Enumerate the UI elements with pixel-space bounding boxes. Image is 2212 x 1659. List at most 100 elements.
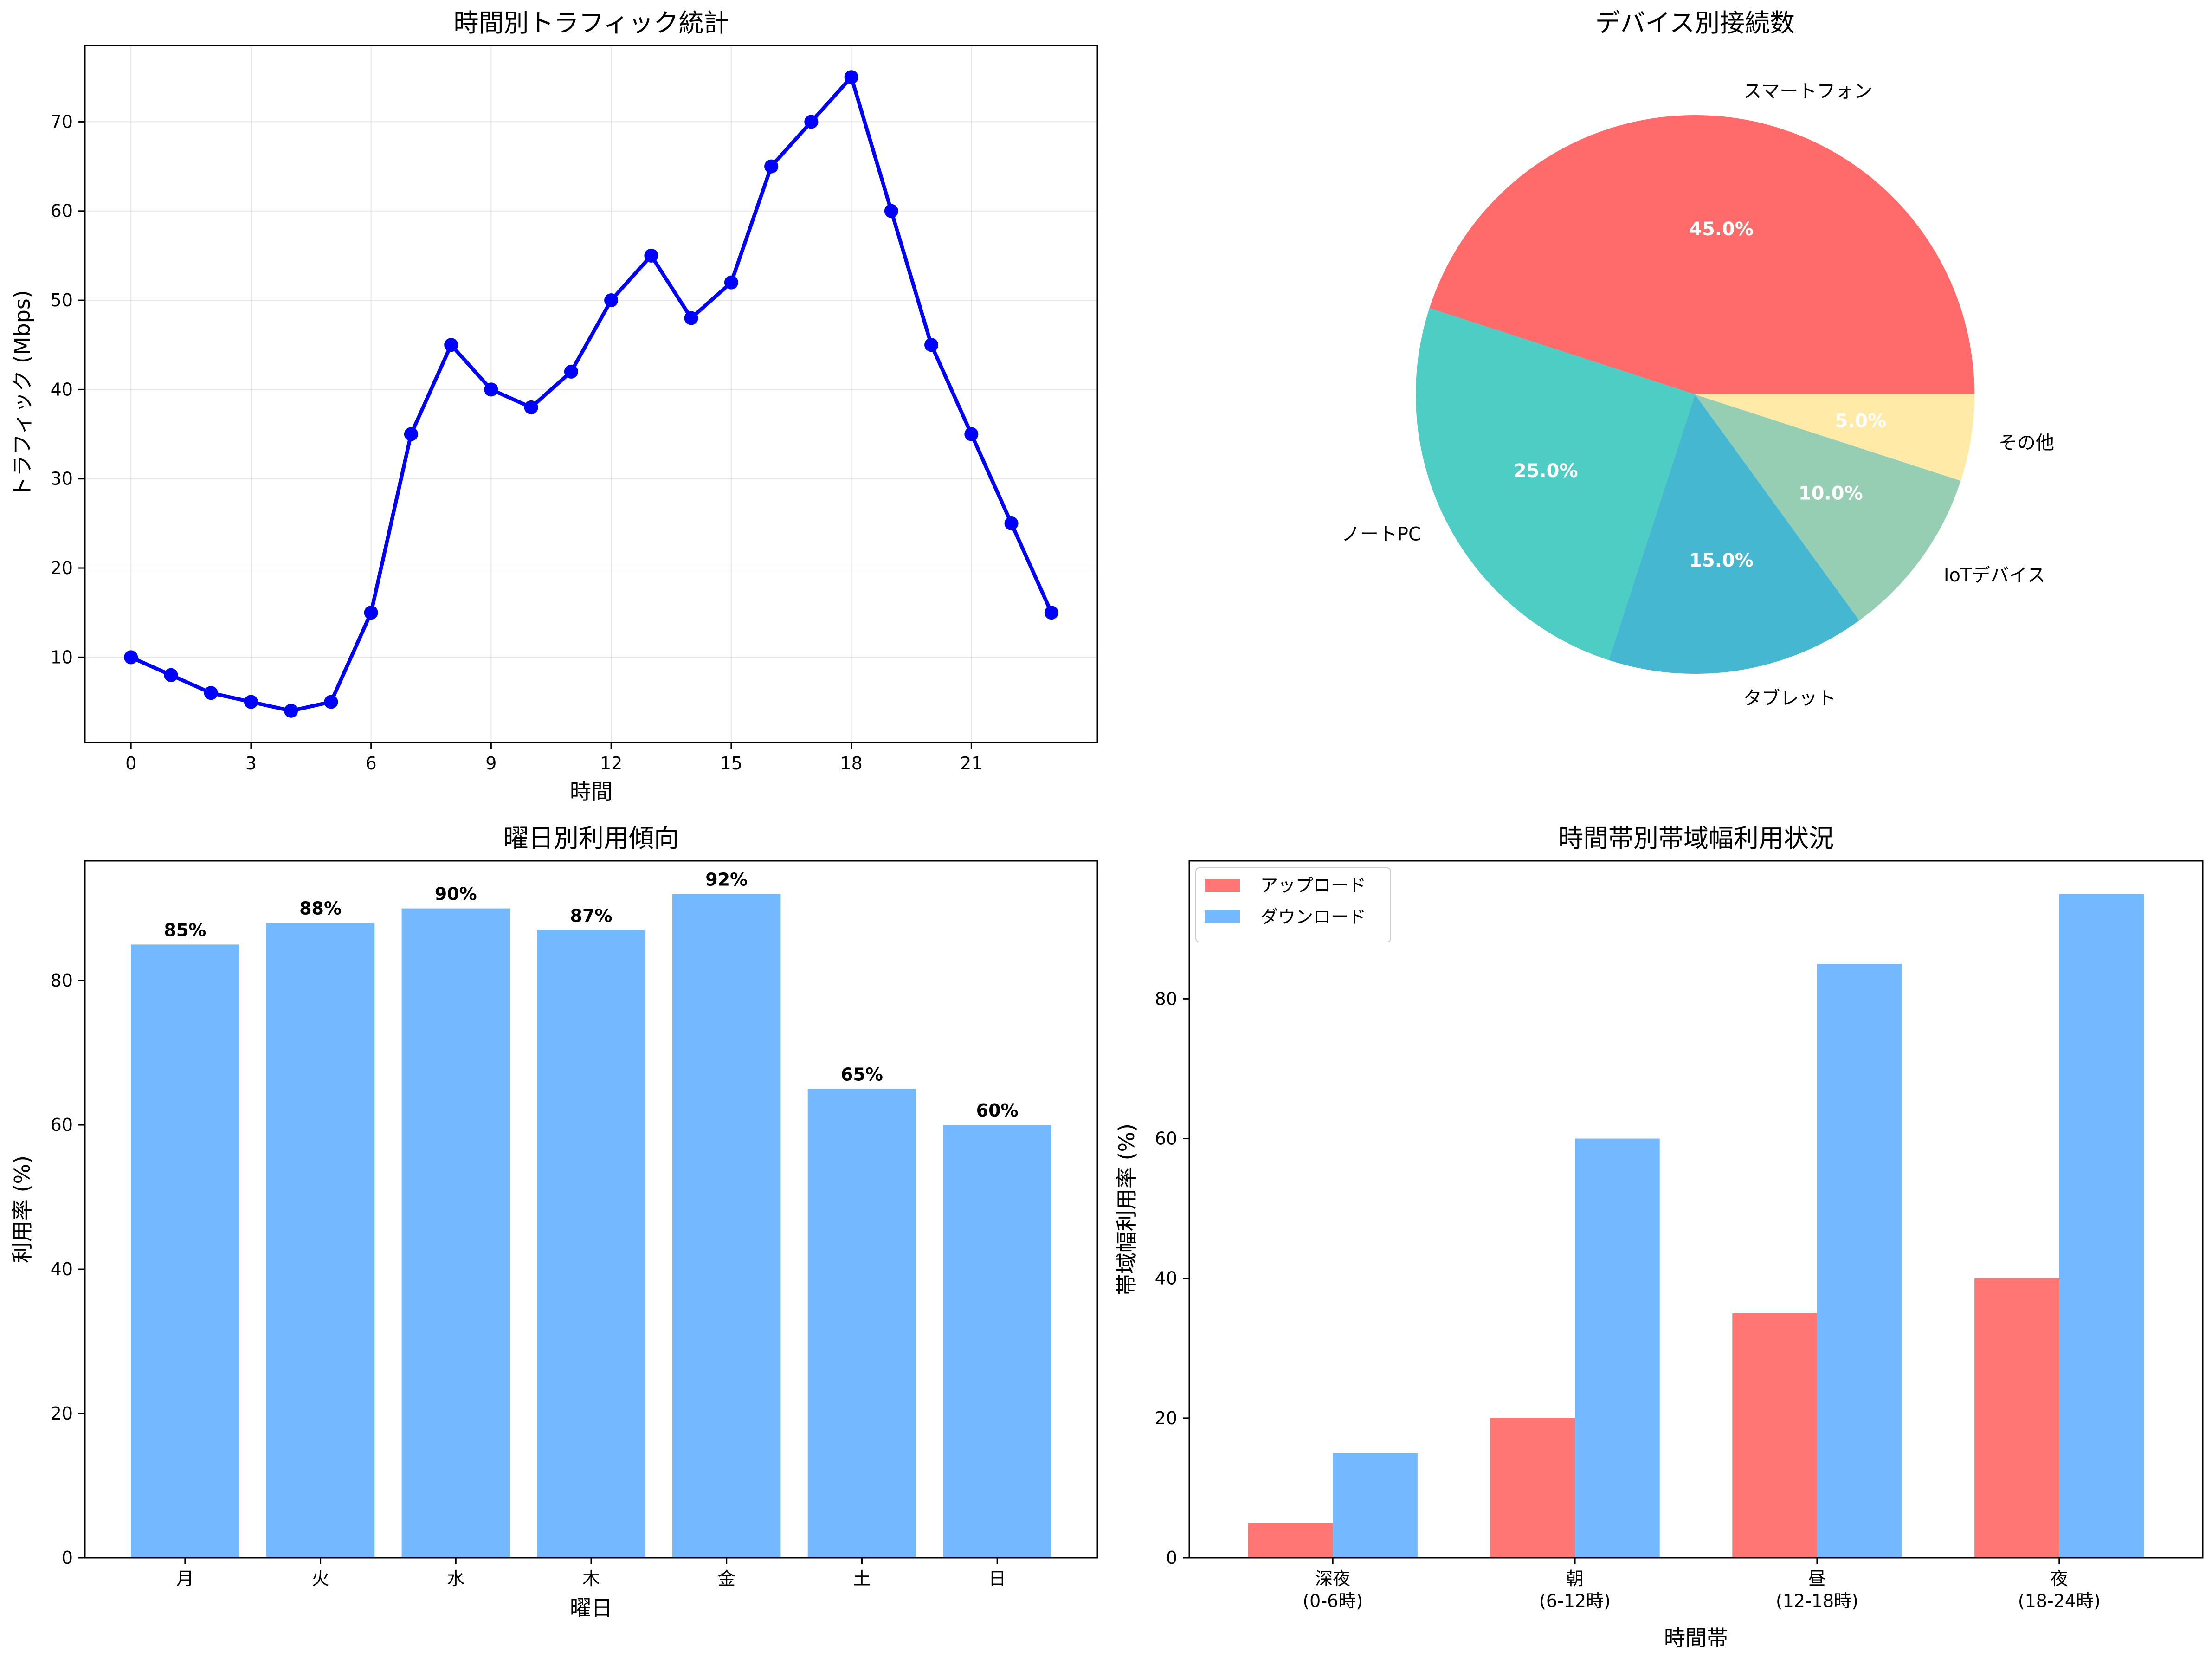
- pie-percent-label: 10.0%: [1799, 483, 1863, 504]
- bar: [266, 923, 375, 1558]
- legend-box: [1195, 867, 1391, 942]
- x-tick-label-line1: 深夜: [1315, 1569, 1350, 1589]
- bar: [537, 930, 645, 1558]
- device-pie-chart: デバイス別接続数 45.0% スマートフォン 25.0% ノートPC 15.0% タブレッ…: [1341, 8, 2054, 709]
- data-point: [404, 427, 418, 441]
- traffic-line-chart: 時間別トラフィック統計 0 3 6 9 12 15 18 21 10 20 30 40 50 60 70 時…: [10, 8, 1098, 804]
- legend: アップロード ダウンロード: [1195, 867, 1391, 942]
- y-tick-label: 60: [51, 1115, 73, 1135]
- y-tick-label: 60: [51, 201, 73, 221]
- x-tick-label: 12: [600, 753, 622, 774]
- pie-category-label: スマートフォン: [1743, 81, 1873, 102]
- data-point: [924, 338, 939, 352]
- x-tick-label: 6: [366, 753, 377, 774]
- y-axis-label: 利用率 (%): [10, 1155, 35, 1263]
- upload-bar: [1732, 1313, 1817, 1558]
- y-tick-label: 0: [1166, 1548, 1177, 1568]
- x-tick-label-line1: 夜: [2051, 1569, 2068, 1589]
- data-point: [644, 248, 658, 263]
- data-point: [284, 704, 298, 718]
- weekday-bar-chart: 曜日別利用傾向 月 火 水 木 金 土 日 0 20 40 60 80 85% 88% 90% 87% 92%…: [10, 824, 1098, 1620]
- y-tick-label: 40: [1155, 1268, 1177, 1289]
- bar-value-label: 65%: [841, 1064, 883, 1084]
- pie-category-label: その他: [1999, 433, 2054, 454]
- y-tick-label: 80: [51, 970, 73, 991]
- chart-title: 時間帯別帯域幅利用状況: [1558, 824, 1834, 853]
- data-point: [764, 159, 779, 174]
- x-tick-label: 15: [720, 753, 742, 774]
- bandwidth-grouped-bar-chart: 時間帯別帯域幅利用状況 深夜(0-6時) 朝(6-12時) 昼(12-18時) 夜(1…: [1114, 824, 2204, 1651]
- download-bar: [2059, 894, 2144, 1558]
- upload-bar: [1490, 1418, 1575, 1558]
- x-tick-label: 3: [245, 753, 257, 774]
- data-point: [684, 311, 698, 325]
- data-point: [524, 400, 538, 414]
- y-tick-label: 40: [51, 379, 73, 400]
- data-point: [604, 293, 619, 308]
- y-tick-label: 70: [51, 111, 73, 132]
- x-tick-label: 9: [485, 753, 497, 774]
- data-point: [244, 695, 258, 709]
- x-axis-label: 時間: [570, 779, 613, 804]
- chart-title: 時間別トラフィック統計: [454, 8, 729, 38]
- x-tick-label: 火: [312, 1569, 329, 1589]
- bar: [131, 944, 239, 1558]
- x-axis-label: 時間帯: [1664, 1626, 1728, 1651]
- pie-percent-label: 25.0%: [1514, 460, 1578, 482]
- pie-percent-label: 5.0%: [1835, 411, 1886, 432]
- upload-bar: [1974, 1278, 2059, 1558]
- pie-slice-laptop: [1415, 308, 1695, 660]
- data-point: [564, 364, 578, 379]
- pie-category-label: タブレット: [1743, 688, 1836, 709]
- pie-slice-smartphone: [1429, 115, 1974, 394]
- x-tick-label: 日: [988, 1569, 1006, 1589]
- data-point: [444, 338, 458, 352]
- data-point: [964, 427, 979, 441]
- bar: [943, 1125, 1051, 1558]
- y-tick-label: 0: [62, 1548, 73, 1568]
- x-tick-label-line2: (6-12時): [1539, 1591, 1611, 1611]
- x-tick-label: 月: [176, 1569, 194, 1589]
- data-point: [204, 686, 218, 700]
- x-tick-label-line1: 昼: [1808, 1569, 1826, 1589]
- data-point: [724, 275, 738, 290]
- y-tick-label: 30: [51, 469, 73, 489]
- y-axis-label: 帯域幅利用率 (%): [1114, 1123, 1139, 1295]
- bar-value-label: 90%: [435, 884, 477, 904]
- pie-percent-label: 15.0%: [1689, 550, 1754, 571]
- bar-value-label: 85%: [164, 920, 206, 940]
- y-tick-label: 20: [51, 1403, 73, 1424]
- y-tick-label: 40: [51, 1259, 73, 1279]
- data-point: [164, 668, 178, 682]
- x-tick-label: 水: [447, 1569, 464, 1589]
- download-bar: [1817, 964, 1902, 1558]
- download-bar: [1575, 1138, 1660, 1558]
- x-axis-label: 曜日: [570, 1595, 613, 1620]
- bar: [807, 1089, 916, 1558]
- x-tick-label: 18: [840, 753, 862, 774]
- data-point: [844, 70, 858, 84]
- data-point: [124, 650, 138, 665]
- plot-frame: [1188, 860, 2204, 1559]
- data-point: [1044, 606, 1058, 620]
- pie-percent-label: 45.0%: [1689, 219, 1754, 240]
- download-bar: [1333, 1453, 1418, 1558]
- y-tick-label: 10: [51, 647, 73, 667]
- bar: [672, 894, 781, 1558]
- y-axis-label: トラフィック (Mbps): [10, 290, 35, 498]
- pie-slice-tablet: [1608, 394, 1859, 674]
- data-point: [1004, 516, 1019, 530]
- x-tick-label: 土: [853, 1569, 871, 1589]
- data-point: [884, 204, 898, 218]
- y-tick-label: 20: [51, 558, 73, 578]
- x-tick-label: 金: [718, 1569, 735, 1589]
- x-tick-label-line2: (18-24時): [2018, 1591, 2101, 1611]
- data-point: [484, 382, 498, 397]
- bar-value-label: 87%: [570, 905, 613, 926]
- chart-title: 曜日別利用傾向: [503, 824, 679, 853]
- y-tick-label: 20: [1155, 1408, 1177, 1428]
- bar-value-label: 92%: [705, 870, 748, 890]
- y-tick-label: 50: [51, 290, 73, 310]
